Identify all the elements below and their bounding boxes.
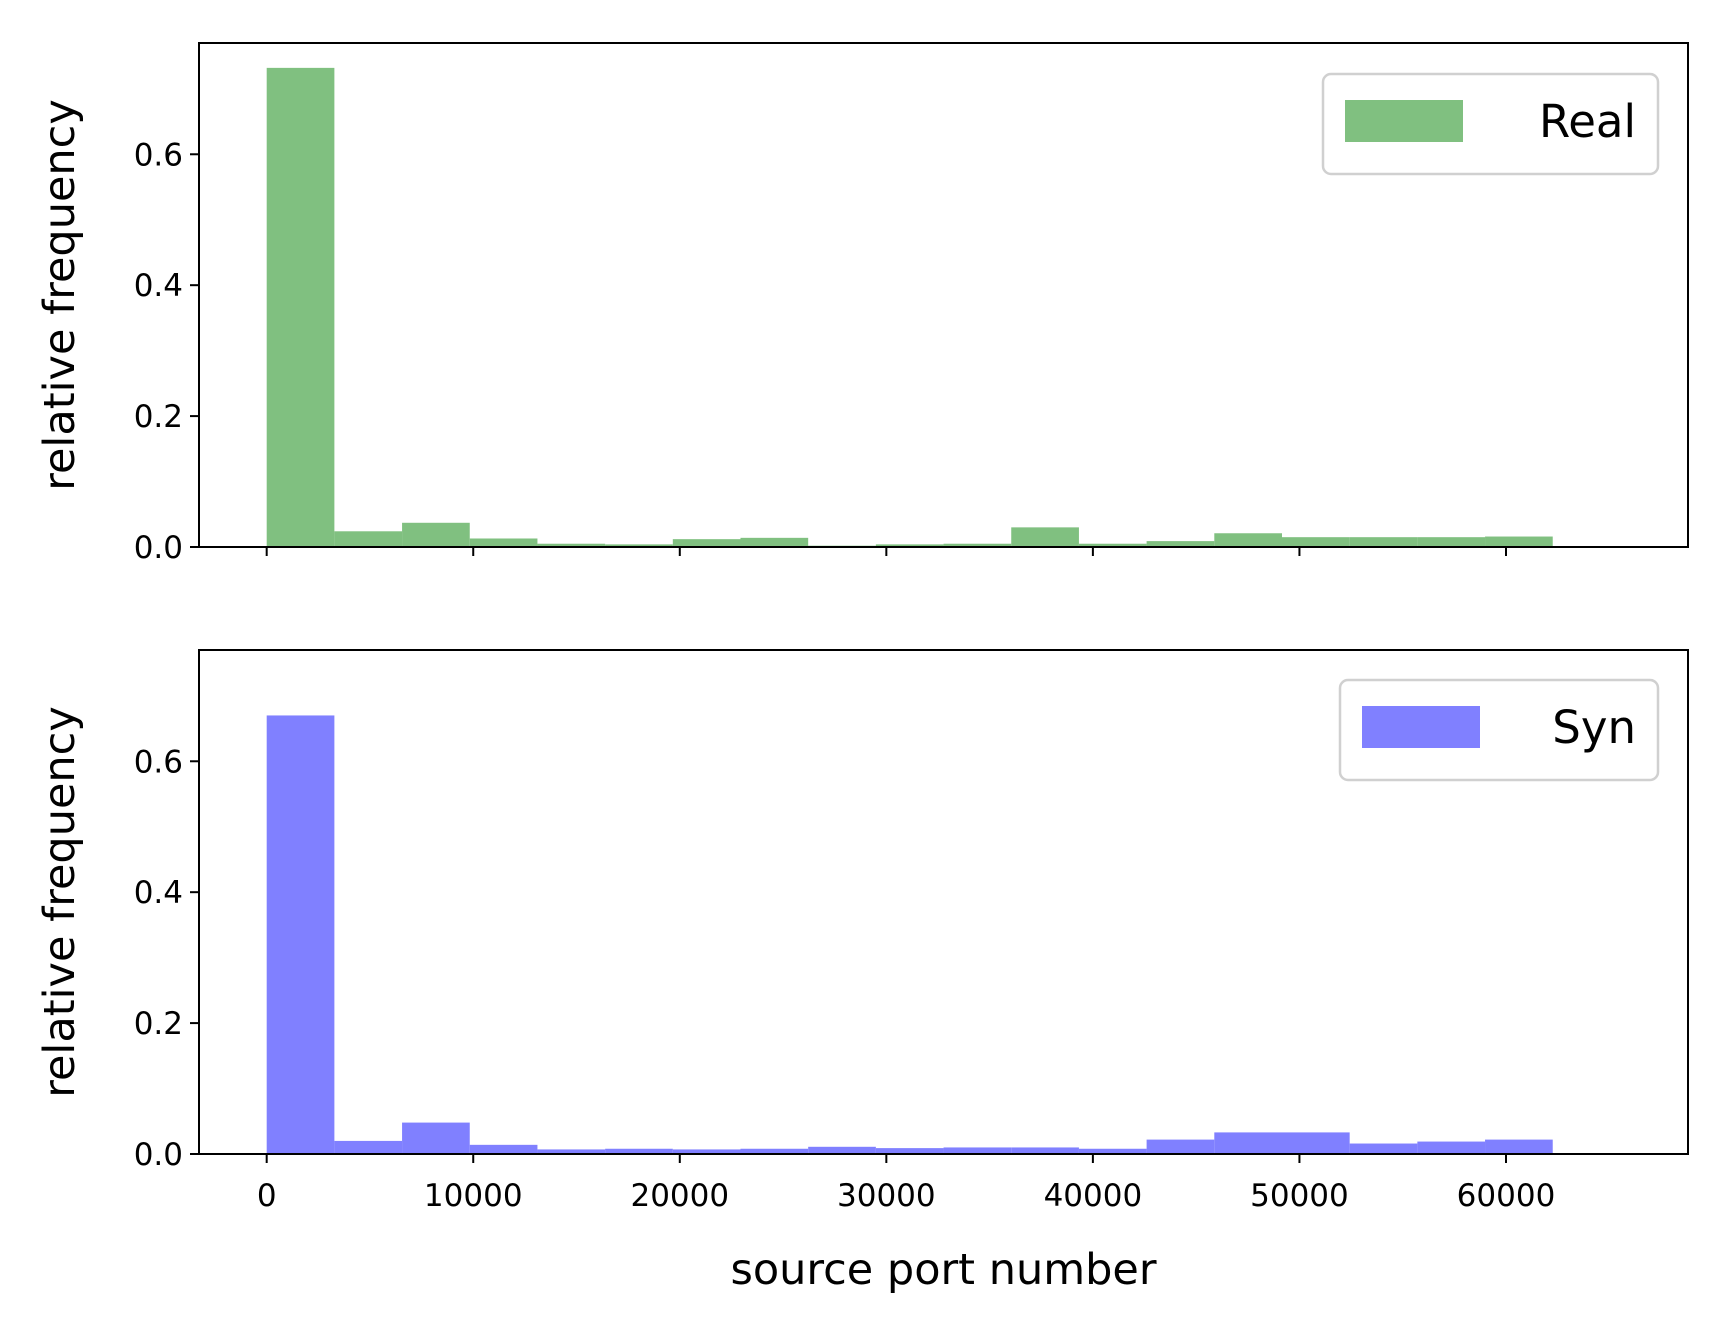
histogram-bar [1214, 533, 1282, 547]
histogram-bar [1281, 537, 1350, 547]
histogram-bar [1078, 1148, 1147, 1154]
x-tick-label: 40000 [1044, 1178, 1143, 1214]
x-tick-label: 60000 [1457, 1178, 1556, 1214]
histogram-bar [1485, 536, 1553, 547]
y-tick-label: 0.6 [134, 744, 183, 780]
histogram-bar [1011, 1147, 1079, 1154]
histogram-bar [537, 543, 606, 547]
legend-swatch [1345, 100, 1463, 142]
histogram-bar [402, 522, 470, 547]
histogram-bar [1485, 1139, 1553, 1154]
y-tick-label: 0.0 [134, 530, 183, 566]
top-panel-real: 0.0 0.2 0.4 0.6 relative frequency Real [35, 42, 1689, 566]
histogram-bar [1417, 537, 1486, 547]
legend-box [1338, 678, 1660, 782]
y-tick-label: 0.2 [134, 1006, 183, 1042]
axes-frame [198, 649, 1689, 1155]
x-tick-label: 0 [257, 1178, 277, 1214]
axes-frame [198, 42, 1689, 548]
x-tick-label: 20000 [630, 1178, 729, 1214]
histogram-bar [266, 67, 335, 548]
histogram-bar [1281, 1132, 1350, 1154]
histogram-bar [1011, 527, 1079, 547]
histogram-bar [740, 1148, 809, 1154]
legend-box [1321, 72, 1660, 176]
histogram-bar [875, 1148, 944, 1154]
histogram-bar [943, 1147, 1012, 1154]
histogram-bar [605, 544, 673, 547]
y-tick-label: 0.4 [134, 268, 183, 304]
histogram-bar [1417, 1141, 1486, 1154]
histogram-bar [1349, 1143, 1418, 1154]
histogram-bar [334, 1140, 403, 1154]
y-axis-label: relative frequency [35, 99, 85, 491]
x-tick-label: 50000 [1250, 1178, 1349, 1214]
histogram-bar [672, 1149, 741, 1154]
histogram-bar [1078, 543, 1147, 547]
histogram-bar [740, 537, 809, 547]
legend-swatch [1362, 706, 1480, 748]
histogram-bar [875, 544, 944, 547]
legend-label: Real [1539, 95, 1636, 148]
histogram-bar [1146, 541, 1215, 547]
histogram-bar [402, 1122, 470, 1154]
histogram-bar [1146, 1139, 1215, 1154]
x-tick-label: 30000 [837, 1178, 936, 1214]
histogram-bar [672, 539, 741, 547]
histogram-bar [1349, 537, 1418, 547]
histogram-bar [266, 715, 335, 1154]
bottom-panel-syn: 0.0 0.2 0.4 0.6 0 10000 20000 30000 40000 50000 60… [35, 649, 1689, 1295]
histogram-bar [469, 538, 538, 547]
histogram-bar [808, 1146, 876, 1154]
histogram-bar [537, 1149, 606, 1154]
y-tick-label: 0.2 [134, 399, 183, 435]
histogram-bar [605, 1148, 673, 1154]
y-tick-label: 0.4 [134, 875, 183, 911]
histogram-bar [1214, 1132, 1282, 1154]
y-tick-label: 0.6 [134, 137, 183, 173]
y-axis-label: relative frequency [35, 706, 85, 1098]
histogram-bar [469, 1144, 538, 1154]
legend-label: Syn [1552, 701, 1636, 754]
x-axis-label: source port number [730, 1245, 1156, 1295]
histogram-bar [943, 543, 1012, 547]
x-tick-label: 10000 [424, 1178, 523, 1214]
histogram-bar [334, 531, 403, 547]
y-tick-label: 0.0 [134, 1137, 183, 1173]
